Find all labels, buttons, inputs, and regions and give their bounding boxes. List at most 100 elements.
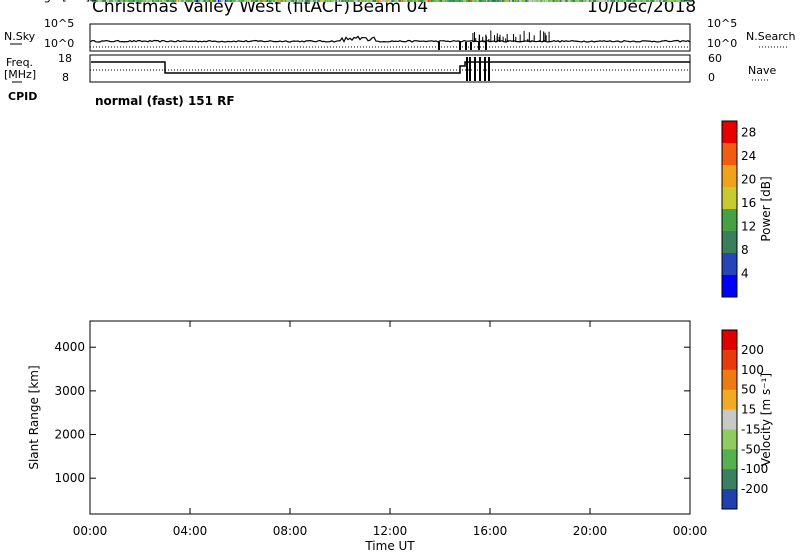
- velocity-pixel: [321, 0, 324, 2]
- velocity-pixel: [398, 0, 401, 2]
- power-pixel: [494, 0, 497, 2]
- velocity-pixel: [618, 0, 621, 2]
- velocity-pixel: [335, 0, 338, 2]
- velocity-pixel: [650, 0, 653, 2]
- velocity-pixel: [278, 0, 281, 2]
- velocity-pixel: [454, 0, 457, 2]
- velocity-pixel: [674, 0, 677, 2]
- velocity-pixel: [393, 0, 396, 2]
- velocity-pixel: [153, 0, 156, 2]
- velocity-pixel: [563, 0, 566, 2]
- velocity-pixel: [577, 0, 580, 2]
- velocity-pixel: [420, 0, 423, 2]
- velocity-pixel: [567, 0, 570, 2]
- velocity-pixel: [225, 0, 228, 2]
- velocity-pixel: [376, 0, 379, 2]
- velocity-pixel: [672, 0, 675, 2]
- velocity-pixel: [474, 0, 477, 2]
- velocity-pixel: [568, 0, 571, 2]
- velocity-pixel: [114, 0, 117, 2]
- velocity-pixel: [421, 0, 424, 2]
- velocity-pixel: [151, 0, 154, 2]
- velocity-pixel: [622, 0, 625, 2]
- velocity-pixel: [267, 0, 270, 2]
- power-pixel: [165, 0, 168, 2]
- velocity-pixel: [540, 0, 543, 2]
- freq-tick-low: 8: [62, 71, 69, 84]
- noise-tick-left-high: 10^5: [44, 17, 75, 30]
- noise-gap-mark: [485, 42, 487, 50]
- velocity-pixel: [270, 0, 273, 2]
- station-title: Christmas Valley West (fitACF): [92, 0, 351, 17]
- freq-label: Freq.: [6, 56, 34, 69]
- date-title: 10/Dec/2018: [587, 0, 697, 17]
- velocity-pixel: [415, 0, 418, 2]
- nsky-label: N.Sky: [4, 30, 36, 43]
- velocity-pixel: [598, 0, 601, 2]
- velocity-pixel: [570, 0, 573, 2]
- velocity-pixel: [558, 0, 561, 2]
- power-pixel: [217, 0, 220, 2]
- velocity-pixel: [526, 0, 529, 2]
- velocity-pixel: [529, 0, 532, 2]
- velocity-pixel: [581, 0, 584, 2]
- velocity-pixel: [147, 0, 150, 2]
- velocity-pixel: [258, 0, 260, 2]
- velocity-pixel: [214, 0, 217, 2]
- velocity-pixel: [670, 0, 673, 2]
- velocity-pixel: [408, 0, 411, 2]
- velocity-pixel: [105, 0, 108, 2]
- velocity-pixel: [641, 0, 644, 2]
- velocity-pixel: [644, 0, 647, 2]
- velocity-pixel: [425, 0, 428, 2]
- velocity-pixel: [350, 0, 353, 2]
- velocity-pixel: [574, 0, 576, 2]
- velocity-pixel: [293, 0, 296, 2]
- velocity-pixel: [684, 0, 687, 2]
- velocity-pixel: [615, 0, 618, 2]
- power-pixel: [209, 0, 211, 2]
- velocity-pixel: [311, 0, 313, 2]
- velocity-pixel: [246, 0, 249, 2]
- velocity-pixel: [358, 0, 361, 2]
- freq-unit-label: [MHz]: [4, 68, 37, 81]
- velocity-pixel: [429, 0, 432, 2]
- velocity-pixel: [418, 0, 421, 2]
- noise-tick-right-high: 10^5: [707, 17, 738, 30]
- velocity-pixel: [464, 0, 467, 2]
- velocity-pixel: [480, 0, 483, 2]
- velocity-pixel: [377, 0, 380, 2]
- velocity-pixel: [243, 0, 246, 2]
- velocity-pixel: [664, 0, 667, 2]
- noise-gap-mark: [465, 42, 467, 50]
- velocity-pixel: [104, 0, 106, 2]
- noise-tick-right-low: 10^0: [707, 37, 738, 50]
- velocity-pixel: [269, 0, 271, 2]
- velocity-pixel: [200, 0, 203, 2]
- velocity-pixel: [158, 0, 161, 2]
- velocity-pixel: [320, 0, 323, 2]
- velocity-pixel: [313, 0, 316, 2]
- velocity-pixel: [551, 0, 554, 2]
- velocity-pixel: [240, 0, 243, 2]
- velocity-pixel: [378, 0, 381, 2]
- freq-line: [91, 61, 690, 74]
- velocity-pixel: [432, 0, 435, 2]
- nave-label: Nave: [748, 64, 777, 77]
- freq-panel-frame: [89, 54, 691, 83]
- velocity-pixel: [442, 0, 445, 2]
- velocity-pixel: [140, 0, 143, 2]
- velocity-pixel: [517, 0, 520, 2]
- velocity-pixel: [680, 0, 683, 2]
- velocity-pixel: [266, 0, 269, 2]
- velocity-pixel: [678, 0, 681, 2]
- velocity-pixel: [498, 0, 501, 2]
- velocity-pixel: [263, 0, 266, 2]
- velocity-pixel: [591, 0, 594, 2]
- velocity-pixel: [668, 0, 671, 2]
- noise-panel-frame: [89, 23, 691, 52]
- velocity-pixel: [99, 0, 102, 2]
- velocity-pixel: [167, 0, 170, 2]
